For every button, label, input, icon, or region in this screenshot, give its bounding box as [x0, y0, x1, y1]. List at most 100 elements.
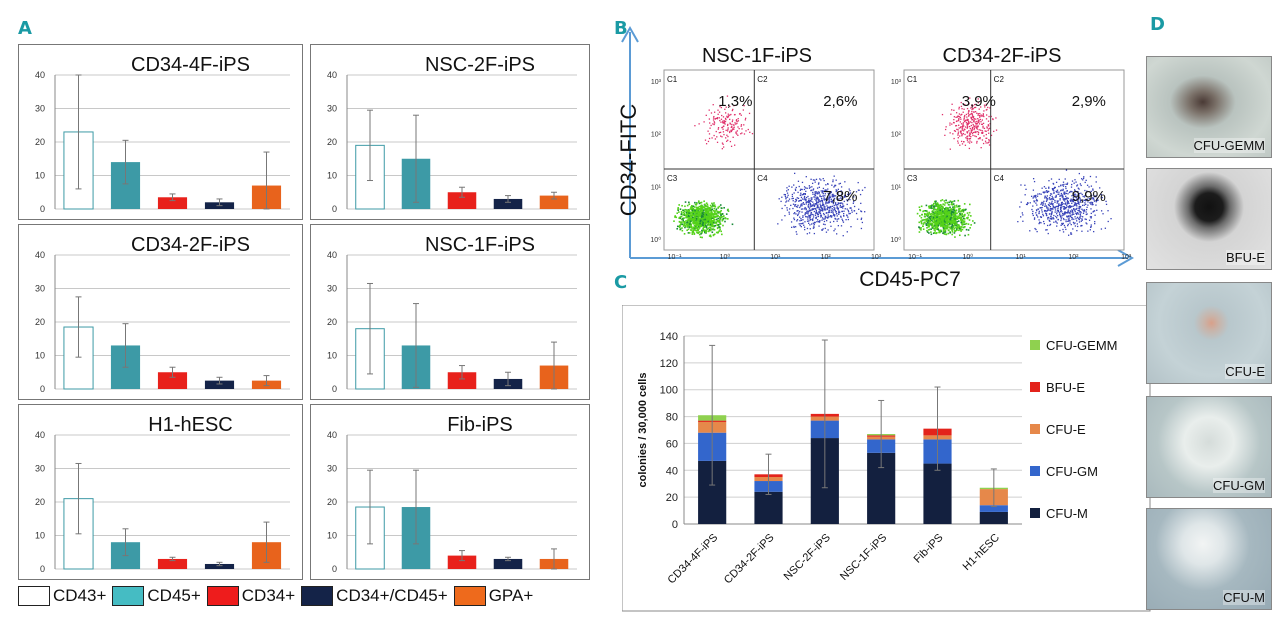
colony-image-label: BFU-E: [1226, 250, 1265, 265]
quadrant-label: C4: [994, 174, 1005, 183]
bar: [157, 197, 188, 209]
x-tick-label: 10⁰: [963, 253, 974, 261]
y-tick-label: 20: [35, 497, 45, 507]
y-axis-label: colonies / 30,000 cells: [637, 373, 649, 488]
y-tick-label: 30: [327, 464, 337, 474]
bar-chart-h1-hesc: 0 10 20 30 40 H1-hESC: [18, 404, 303, 580]
colony-image-cfu-e: CFU-E: [1146, 282, 1272, 384]
legend-label-cd34: CD34+: [241, 586, 296, 605]
x-tick-label: 10⁻¹: [908, 254, 922, 261]
y-tick-label: 20: [35, 137, 45, 147]
panel-b-flow-cytometry: CD34-FITC CD45-PC7 NSC-1F-iPS C1 C2 C3 C4 1,3% 2…: [616, 25, 1135, 291]
bar-chart-nsc-1f-ips: 0 10 20 30 40 NSC-1F-iPS: [310, 224, 590, 400]
panel-a-legend: CD43+ CD45+ CD34+ CD34+/CD45+ GPA+: [18, 586, 539, 606]
y-tick-label: 40: [327, 250, 337, 260]
bar: [447, 555, 477, 569]
quadrant-label: C3: [667, 174, 678, 183]
y-tick-label: 30: [327, 104, 337, 114]
legend-label: CFU-GM: [1046, 464, 1098, 479]
y-tick-label: 10: [327, 531, 337, 541]
y-tick-label: 10: [35, 171, 45, 181]
bar-chart-cd34-4f-ips: 0 10 20 30 40 CD34-4F-iPS: [18, 44, 303, 220]
x-tick-label: 10³: [1121, 254, 1132, 261]
y-tick-label: 0: [332, 384, 337, 394]
legend-swatch: [1030, 382, 1040, 392]
y-tick-label: 10³: [891, 79, 902, 86]
legend-swatch: [1030, 508, 1040, 518]
quadrant-percentage: 2,9%: [1072, 93, 1106, 110]
chart-title: H1-hESC: [148, 414, 232, 436]
y-tick-label: 0: [332, 204, 337, 214]
y-tick-label: 80: [666, 412, 678, 424]
flow-plot-nsc-1f-ips: NSC-1F-iPS C1 C2 C3 C4 1,3% 2,6% 7,8% 10³ 10² 10¹ 1…: [650, 45, 881, 261]
flow-plot-title: CD34-2F-iPS: [943, 45, 1062, 67]
y-tick-label: 140: [660, 331, 678, 343]
y-tick-label: 60: [666, 438, 678, 450]
panel-label-d: D: [1150, 14, 1165, 35]
chart-title: NSC-1F-iPS: [425, 234, 535, 256]
y-tick-label: 10¹: [891, 184, 902, 191]
x-arrow-head: [1117, 249, 1135, 267]
legend-label: CFU-E: [1046, 422, 1086, 437]
y-tick-label: 40: [327, 430, 337, 440]
colony-image-cfu-gm: CFU-GM: [1146, 396, 1272, 498]
colony-image-label: CFU-E: [1225, 364, 1265, 379]
stacked-bar-segment: [923, 463, 952, 524]
y-tick-label: 120: [660, 358, 678, 370]
bar: [204, 563, 235, 569]
y-tick-label: 30: [35, 464, 45, 474]
bar: [493, 558, 523, 569]
y-tick-label: 20: [327, 317, 337, 327]
y-tick-label: 40: [35, 250, 45, 260]
bar-chart-nsc-2f-ips: 0 10 20 30 40 NSC-2F-iPS: [310, 44, 590, 220]
y-tick-label: 40: [35, 430, 45, 440]
quadrant-label: C1: [667, 75, 678, 84]
y-tick-label: 30: [35, 284, 45, 294]
legend-swatch-cd34: [206, 586, 239, 606]
legend-label-cd43: CD43+: [53, 586, 107, 605]
y-tick-label: 20: [35, 317, 45, 327]
y-tick-label: 0: [40, 564, 45, 574]
bar: [447, 372, 477, 389]
stacked-bar-segment: [979, 511, 1008, 524]
bar: [157, 558, 188, 569]
y-tick-label: 0: [40, 384, 45, 394]
legend-label-cd34-cd45: CD34+/CD45+: [336, 586, 448, 605]
chart-title: NSC-2F-iPS: [425, 54, 535, 76]
y-tick-label: 10: [327, 351, 337, 361]
quadrant-label: C3: [907, 174, 918, 183]
stacked-bar-segment: [754, 491, 783, 524]
y-tick-label: 30: [35, 104, 45, 114]
legend-swatch: [1030, 424, 1040, 434]
colony-image-cfu-m: CFU-M: [1146, 508, 1272, 610]
legend-swatch-cd43: [18, 586, 50, 606]
chart-title: CD34-4F-iPS: [131, 54, 250, 76]
bar: [157, 372, 188, 389]
y-arrow-head: [621, 25, 639, 43]
y-tick-label: 0: [40, 204, 45, 214]
x-tick-label: 10³: [871, 254, 882, 261]
flow-dot-cloud: [916, 97, 1112, 238]
chart-title: Fib-iPS: [447, 414, 513, 436]
colony-image-label: CFU-GM: [1213, 478, 1265, 493]
legend-swatch-gpa: [453, 586, 486, 606]
bar: [447, 192, 477, 209]
y-tick-label: 10: [35, 351, 45, 361]
flow-plot-title: NSC-1F-iPS: [702, 45, 812, 67]
stacked-bar-segment: [979, 505, 1008, 512]
colony-image-label: CFU-GEMM: [1193, 138, 1265, 153]
y-tick-label: 10⁰: [890, 236, 901, 244]
x-tick-label: 10⁰: [720, 253, 731, 261]
y-tick-label: 100: [660, 385, 678, 397]
x-tick-label: 10¹: [1016, 254, 1027, 261]
panel-label-b: B: [614, 18, 628, 39]
y-tick-label: 20: [327, 497, 337, 507]
y-tick-label: 10²: [891, 132, 902, 139]
y-tick-label: 10²: [651, 132, 662, 139]
x-tick-label: 10¹: [770, 254, 781, 261]
quadrant-label: C4: [757, 174, 768, 183]
y-tick-label: 40: [35, 70, 45, 80]
panel-label-c: C: [614, 272, 628, 293]
y-tick-label: 40: [327, 70, 337, 80]
quadrant-percentage: 9,9%: [1072, 188, 1106, 205]
